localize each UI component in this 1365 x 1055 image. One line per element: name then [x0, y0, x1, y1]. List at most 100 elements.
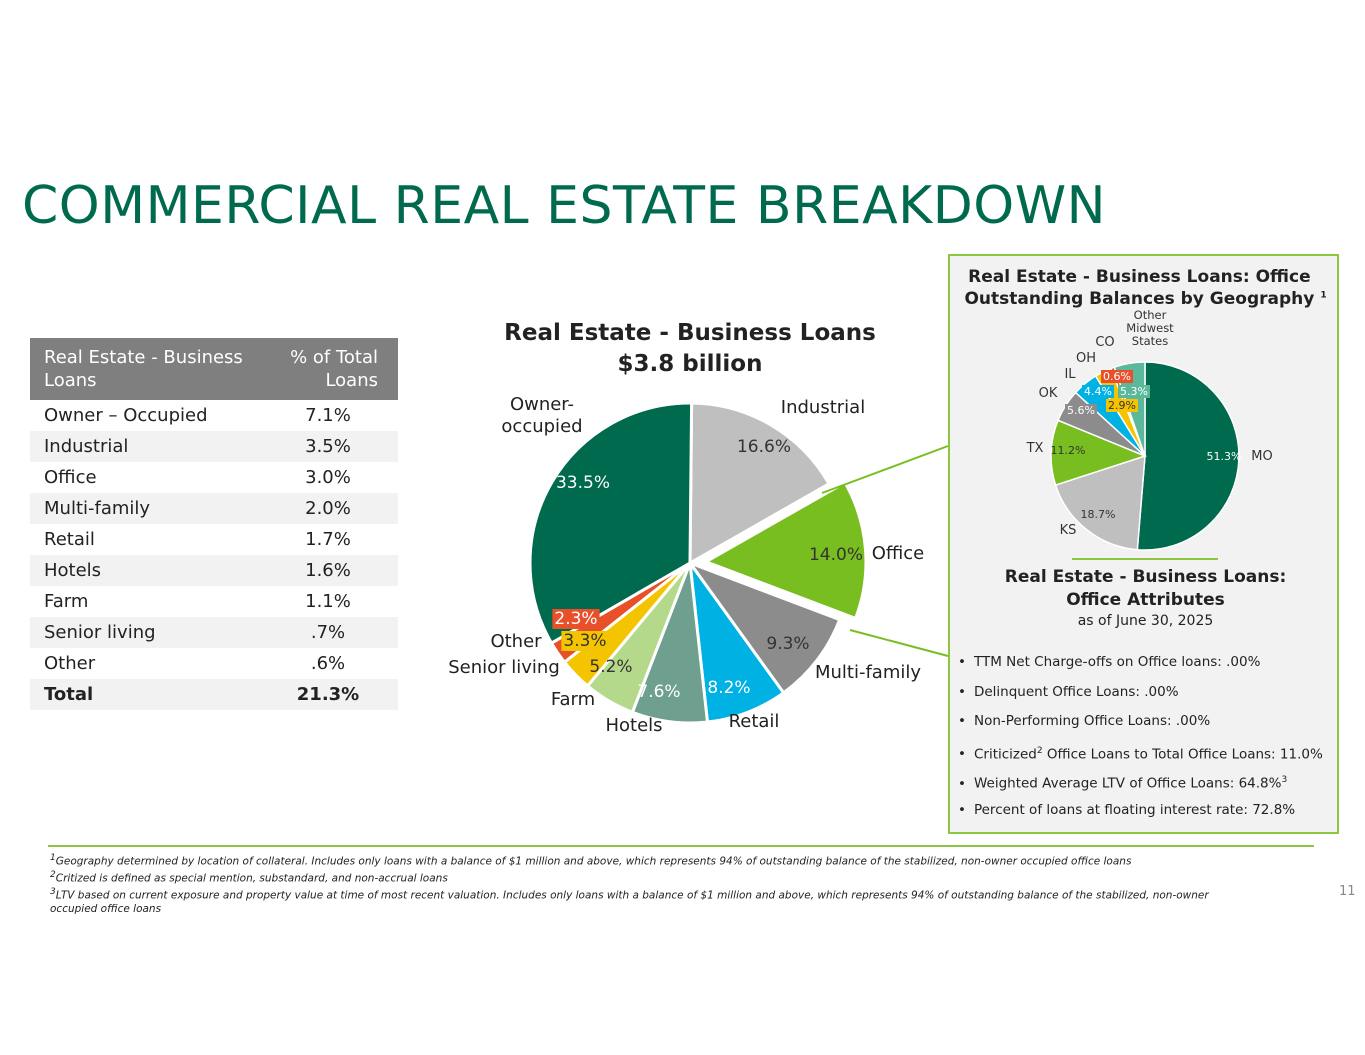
- table-row: Senior living .7%: [30, 617, 398, 648]
- row-label: Multi-family: [30, 493, 258, 524]
- slice-value-label: 2.3%: [554, 609, 597, 629]
- row-label: Hotels: [30, 555, 258, 586]
- geo-pie-chart: 51.3% MO 18.7% KS 11.2% TX 5.6% OK 4.4% IL 2.9% OH 0…: [1026, 308, 1273, 551]
- geo-label-bg: [1065, 404, 1097, 417]
- geo-category-label: OH: [1076, 351, 1096, 366]
- geo-slice-value-label: 5.3%: [1120, 385, 1148, 398]
- footnote-marker: 2: [50, 870, 56, 880]
- attribute-item: TTM Net Charge-offs on Office loans: .00…: [958, 648, 1338, 678]
- geo-category-label: KS: [1060, 523, 1077, 538]
- slice-category-label: Multi-family: [815, 662, 921, 683]
- office-attributes-title: Real Estate - Business Loans: Office Att…: [950, 566, 1341, 612]
- slice-category-label: Office: [872, 543, 925, 564]
- main-pie-title-line1: Real Estate - Business Loans: [504, 320, 876, 346]
- attribute-sup: 3: [1281, 775, 1288, 785]
- slice-category-label: Other: [490, 631, 542, 652]
- main-pie-subtitle: $3.8 billion: [617, 351, 763, 377]
- footnote-marker: 3: [50, 887, 56, 897]
- geo-slice-value-label: 11.2%: [1051, 444, 1086, 457]
- row-value: 3.0%: [305, 467, 351, 488]
- geo-category-label: CO: [1095, 335, 1114, 350]
- footer-divider: [48, 845, 1314, 847]
- panel-divider: [1072, 558, 1218, 560]
- geo-category-label: Other: [1134, 308, 1167, 322]
- geo-slice-tx: [1050, 419, 1148, 486]
- main-pie-title: Real Estate - Business Loans $3.8 billio…: [480, 318, 900, 380]
- footnotes: 1Geography determined by location of col…: [50, 852, 1250, 917]
- pie-slice-owner-occupied: [528, 401, 694, 646]
- footnote: 1Geography determined by location of col…: [50, 852, 1250, 869]
- row-value: .6%: [310, 653, 346, 674]
- geo-category-label: Midwest: [1126, 321, 1174, 335]
- slice-category-label: Farm: [551, 689, 595, 710]
- attribute-text: Weighted Average LTV of Office Loans: 64…: [973, 775, 1282, 792]
- geo-label-bg: [1082, 385, 1114, 398]
- geo-slice-value-label: 5.6%: [1067, 404, 1095, 417]
- footnote-text: LTV based on current exposure and proper…: [50, 889, 1209, 916]
- footnote: 3LTV based on current exposure and prope…: [50, 886, 1250, 917]
- as-of-date: as of June 30, 2025: [1077, 613, 1214, 629]
- slice-category-label: Senior living: [448, 657, 560, 678]
- total-label: Total: [30, 679, 258, 710]
- row-value: 1.7%: [305, 529, 351, 550]
- loan-table: Real Estate - Business Loans % of Total …: [30, 338, 398, 710]
- geo-slice-value-label: 4.4%: [1084, 385, 1112, 398]
- attribute-text: Percent of loans at floating interest ra…: [973, 801, 1296, 818]
- header-category: Real Estate - Business Loans: [30, 338, 258, 400]
- row-value: 1.1%: [305, 591, 351, 612]
- pie-slice-industrial: [688, 401, 832, 566]
- geo-label-bg: [1106, 399, 1138, 412]
- row-label: Office: [44, 467, 97, 488]
- attribute-item: Percent of loans at floating interest ra…: [958, 796, 1338, 826]
- row-label: Industrial: [30, 431, 258, 462]
- geo-category-label: States: [1132, 334, 1168, 348]
- page-title: COMMERCIAL REAL ESTATE BREAKDOWN: [22, 176, 1107, 236]
- attribute-item: Criticized2 Office Loans to Total Office…: [958, 737, 1338, 767]
- row-value: 7.1%: [305, 405, 351, 426]
- row-label: Senior living: [30, 617, 258, 648]
- geo-title-sup: 1: [1320, 290, 1327, 301]
- row-label: Retail: [44, 529, 95, 550]
- attribute-item: Delinquent Office Loans: .00%: [958, 678, 1338, 708]
- row-value: 3.5%: [258, 431, 398, 462]
- slice-value-label: 16.6%: [737, 437, 791, 457]
- office-panel: Real Estate - Business Loans: Office Out…: [948, 254, 1339, 834]
- attribute-sup: 2: [1036, 745, 1043, 756]
- slice-label-bg: [552, 609, 600, 629]
- geo-pie-title-text: Real Estate - Business Loans: Office Out…: [964, 267, 1315, 309]
- slice-value-label: 5.2%: [589, 657, 632, 677]
- geo-slice-ks: [1054, 454, 1146, 551]
- table-header: Real Estate - Business Loans % of Total …: [30, 338, 398, 400]
- attribute-item: Weighted Average LTV of Office Loans: 64…: [958, 766, 1338, 796]
- slice-value-label: 3.3%: [563, 631, 606, 651]
- slice-category-label: Owner-: [510, 394, 574, 415]
- geo-category-label: IL: [1064, 367, 1076, 382]
- pie-slice-office: [702, 480, 868, 621]
- office-attributes-line1: Real Estate - Business Loans:: [1004, 567, 1287, 587]
- row-value: 1.6%: [258, 555, 398, 586]
- slice-category-label: Hotels: [605, 715, 662, 736]
- table-row: Hotels 1.6%: [30, 555, 398, 586]
- table-row: Industrial 3.5%: [30, 431, 398, 462]
- slice-value-label: 8.2%: [707, 678, 750, 698]
- geo-slice-value-label: 51.3%: [1207, 450, 1242, 463]
- geo-slice-value-label: 18.7%: [1081, 508, 1116, 521]
- header-percent: % of Total Loans: [258, 338, 398, 400]
- footnote-text: Geography determined by location of coll…: [55, 855, 1132, 868]
- geo-pie-title: Real Estate - Business Loans: Office Out…: [950, 266, 1341, 310]
- slice-value-label: 7.6%: [637, 682, 680, 702]
- footnote-text: Critized is defined as special mention, …: [55, 872, 448, 885]
- page-number: 11: [1339, 884, 1356, 899]
- row-label: Farm: [44, 591, 89, 612]
- slice-value-label: 14.0%: [809, 545, 863, 565]
- connector-line-bottom: [849, 629, 949, 657]
- geo-slice-value-label: 0.6%: [1103, 370, 1131, 383]
- connector-line-top: [821, 445, 949, 494]
- slice-value-label: 33.5%: [556, 473, 610, 493]
- pie-slice-multi-family: [685, 559, 842, 695]
- table-row: Other .6%: [30, 648, 398, 679]
- table-row: Multi-family 2.0%: [30, 493, 398, 524]
- geo-category-label: TX: [1026, 441, 1044, 456]
- geo-category-label: OK: [1039, 386, 1058, 401]
